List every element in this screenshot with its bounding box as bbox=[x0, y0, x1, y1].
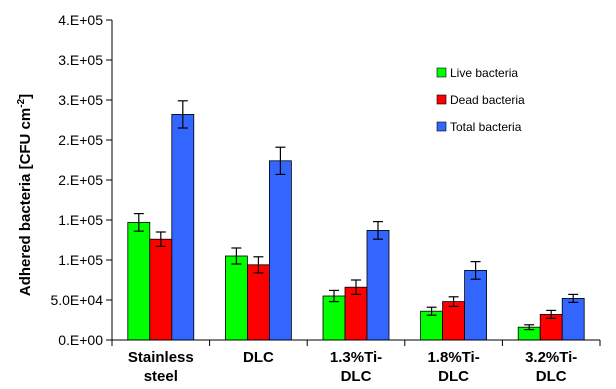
x-category-label: steel bbox=[144, 368, 178, 385]
y-tick-label: 0.E+00 bbox=[58, 332, 103, 348]
bar-total-bacteria bbox=[171, 114, 195, 341]
x-category-label: DLC bbox=[341, 368, 372, 385]
legend-label: Total bacteria bbox=[450, 120, 522, 134]
bar-total-bacteria bbox=[464, 269, 488, 341]
x-category-label: 3.2%Ti- bbox=[525, 349, 577, 366]
legend-swatch-live-bacteria bbox=[436, 67, 447, 78]
y-tick-label: 3.E+05 bbox=[58, 92, 103, 108]
x-category-label: DLC bbox=[536, 368, 567, 385]
y-tick-label: 3.E+05 bbox=[58, 52, 103, 68]
bar-total-bacteria bbox=[366, 229, 390, 341]
y-tick-label: 2.E+05 bbox=[58, 172, 103, 188]
x-category-label: DLC bbox=[438, 368, 469, 385]
y-axis-label: Adhered bacteria [CFU cm-2] bbox=[16, 94, 34, 296]
x-category-label: DLC bbox=[243, 349, 274, 366]
legend-label: Dead bacteria bbox=[450, 93, 525, 107]
bar-dead-bacteria bbox=[442, 301, 466, 341]
y-axis: 0.E+00 5.0E+04 1.E+05 1.E+05 2.E+05 2.E+05 3.E… bbox=[50, 12, 113, 348]
x-axis: Stainless steel DLC 1.3%Ti- DLC 1.8%Ti- DLC 3.2… bbox=[111, 339, 601, 385]
bar-dead-bacteria bbox=[149, 238, 173, 341]
x-category-label: Stainless bbox=[128, 349, 194, 366]
y-tick-label: 1.E+05 bbox=[58, 212, 103, 228]
y-tick-label: 2.E+05 bbox=[58, 132, 103, 148]
y-tick-label: 4.E+05 bbox=[58, 12, 103, 28]
x-category-label: 1.3%Ti- bbox=[330, 349, 382, 366]
x-category-label: 1.8%Ti- bbox=[427, 349, 479, 366]
bar-total-bacteria bbox=[561, 297, 585, 341]
y-tick-label: 1.E+05 bbox=[58, 252, 103, 268]
bar-dead-bacteria bbox=[344, 286, 368, 341]
bar-live-bacteria bbox=[127, 221, 151, 341]
bar-live-bacteria bbox=[322, 295, 346, 341]
legend-swatch-dead-bacteria bbox=[436, 94, 447, 105]
bar-dead-bacteria bbox=[246, 264, 270, 341]
bar-total-bacteria bbox=[268, 160, 292, 341]
legend-label: Live bacteria bbox=[450, 66, 518, 80]
y-tick-label: 5.0E+04 bbox=[50, 292, 103, 308]
legend-swatch-total-bacteria bbox=[436, 121, 447, 132]
bars-group bbox=[127, 100, 585, 341]
legend: Live bacteria Dead bacteria Total bacteria bbox=[436, 66, 525, 134]
bar-live-bacteria bbox=[224, 255, 248, 341]
